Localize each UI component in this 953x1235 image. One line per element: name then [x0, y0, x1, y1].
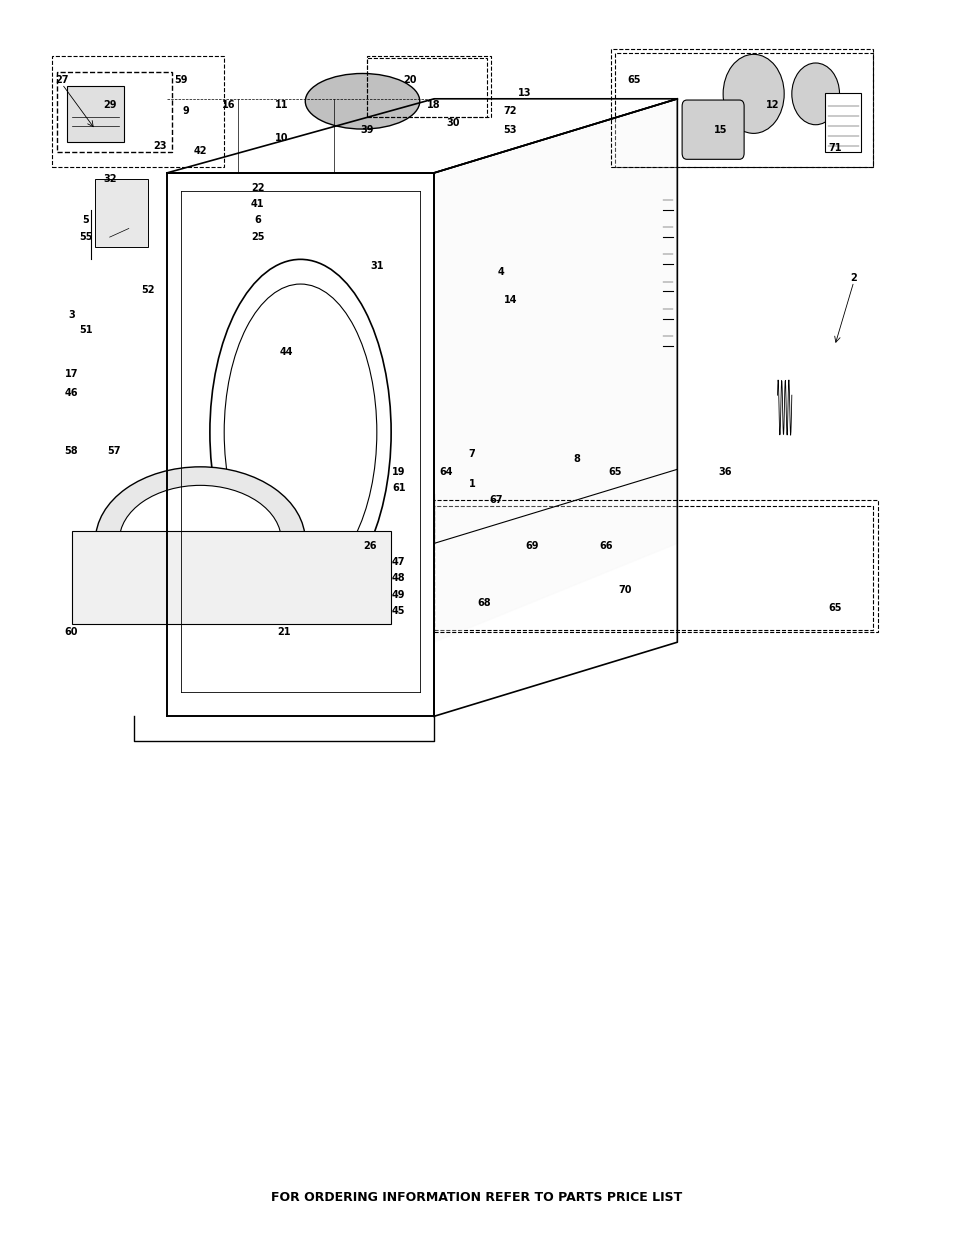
Text: 31: 31	[370, 261, 383, 270]
Text: FOR ORDERING INFORMATION REFER TO PARTS PRICE LIST: FOR ORDERING INFORMATION REFER TO PARTS …	[271, 1192, 682, 1204]
Text: 15: 15	[713, 125, 726, 135]
Text: 27: 27	[55, 75, 69, 85]
Bar	[610, 49, 872, 167]
Text: 67: 67	[489, 495, 502, 505]
Text: 23: 23	[153, 141, 167, 151]
Text: 59: 59	[174, 75, 188, 85]
Text: 49: 49	[392, 590, 405, 600]
Text: 57: 57	[108, 446, 121, 456]
Text: 65: 65	[627, 75, 640, 85]
Text: 20: 20	[403, 75, 416, 85]
Bar	[367, 56, 491, 117]
Text: 64: 64	[439, 467, 453, 477]
Text: 69: 69	[525, 541, 538, 551]
Text: 6: 6	[253, 215, 261, 225]
Text: 39: 39	[360, 125, 374, 135]
Text: 18: 18	[427, 100, 440, 110]
Text: 44: 44	[279, 347, 293, 357]
FancyBboxPatch shape	[681, 100, 743, 159]
Text: 19: 19	[392, 467, 405, 477]
Text: 72: 72	[503, 106, 517, 116]
Text: 46: 46	[65, 388, 78, 398]
Text: 4: 4	[497, 267, 504, 277]
Ellipse shape	[95, 467, 305, 615]
Bar	[824, 93, 861, 152]
Text: 16: 16	[222, 100, 235, 110]
Ellipse shape	[305, 74, 419, 128]
Circle shape	[722, 54, 783, 133]
Text: 11: 11	[274, 100, 288, 110]
Text: 13: 13	[517, 88, 531, 98]
Text: 1: 1	[468, 479, 476, 489]
Bar	[71, 531, 391, 624]
Text: 10: 10	[274, 133, 288, 143]
Ellipse shape	[119, 485, 281, 597]
Text: 55: 55	[79, 232, 92, 242]
Text: 3: 3	[68, 310, 75, 320]
Text: 51: 51	[79, 325, 92, 335]
Text: 71: 71	[827, 143, 841, 153]
Text: 58: 58	[65, 446, 78, 456]
Bar	[434, 506, 872, 630]
Text: 2: 2	[849, 273, 857, 283]
Text: 5: 5	[82, 215, 90, 225]
Text: 21: 21	[277, 627, 291, 637]
Text: 68: 68	[477, 598, 491, 608]
Text: 48: 48	[392, 573, 405, 583]
Text: 45: 45	[392, 606, 405, 616]
Text: 47: 47	[392, 557, 405, 567]
Text: 52: 52	[141, 285, 154, 295]
Circle shape	[791, 63, 839, 125]
Text: 30: 30	[446, 119, 459, 128]
Polygon shape	[434, 99, 677, 642]
Bar	[434, 500, 877, 632]
Text: 36: 36	[718, 467, 731, 477]
Text: 7: 7	[468, 450, 476, 459]
Text: 14: 14	[503, 295, 517, 305]
Bar	[52, 56, 224, 167]
Text: 41: 41	[251, 199, 264, 209]
Text: 70: 70	[618, 585, 631, 595]
Text: 8: 8	[573, 454, 580, 464]
Text: 66: 66	[598, 541, 612, 551]
Text: 32: 32	[103, 174, 116, 184]
Text: 25: 25	[251, 232, 264, 242]
Text: 65: 65	[827, 603, 841, 613]
Bar	[57, 72, 172, 152]
Text: 22: 22	[251, 183, 264, 193]
Text: 42: 42	[193, 146, 207, 156]
Text: 12: 12	[765, 100, 779, 110]
Text: 61: 61	[392, 483, 405, 493]
Text: 9: 9	[182, 106, 190, 116]
Bar	[67, 86, 124, 142]
Text: 53: 53	[503, 125, 517, 135]
Text: 29: 29	[103, 100, 116, 110]
Text: 65: 65	[608, 467, 621, 477]
Bar	[615, 53, 872, 167]
Text: 26: 26	[363, 541, 376, 551]
Bar	[95, 179, 148, 247]
Text: 17: 17	[65, 369, 78, 379]
Bar	[367, 58, 486, 117]
Text: 60: 60	[65, 627, 78, 637]
